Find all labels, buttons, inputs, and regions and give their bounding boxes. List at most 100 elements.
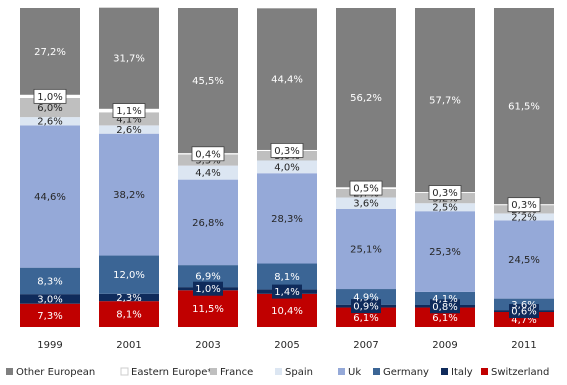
value-label: 8,1% [274,272,299,283]
value-label: 0,8% [432,302,457,313]
value-label: 56,2% [350,93,382,104]
value-label: 26,8% [192,218,224,229]
label-box [112,103,146,118]
bar-segment [257,173,317,264]
bar-segment [494,8,554,205]
value-label: 8,3% [37,276,62,287]
value-label: 1,0% [37,92,62,103]
legend-label: France [220,367,253,378]
value-label: 25,3% [429,247,461,258]
value-label: 2,6% [116,125,141,136]
legend-label: Other European [16,367,95,378]
bar-segment [20,125,80,268]
legend-label: Germany [383,367,429,378]
bar-segment [99,293,159,302]
value-label: 57,7% [429,96,461,107]
label-box [270,143,304,158]
label-box [509,304,539,319]
value-label: 2,5% [432,203,457,214]
legend-swatch [120,367,129,376]
value-label: 0,3% [511,200,536,211]
bar-segment [20,303,80,327]
bar-segment [415,203,475,212]
legend-swatch [338,368,345,375]
value-label: 1,0% [195,284,220,295]
value-label: 28,3% [271,214,303,225]
legend-label: Italy [451,367,473,378]
x-tick-label: 1999 [37,340,62,351]
value-label: 10,4% [271,306,303,317]
value-label: 24,5% [508,255,540,266]
legend-swatch [210,368,217,375]
value-label: 0,6% [511,307,536,318]
bar-segment [415,8,475,193]
label-box [430,299,460,314]
value-label: 2,6% [37,117,62,128]
bar-segment [494,220,554,299]
value-label: 0,3% [432,188,457,199]
label-box [428,185,462,200]
legend-label: Spain [285,367,313,378]
legend-swatch [481,368,488,375]
value-label: 0,5% [353,184,378,195]
value-label: 44,4% [271,75,303,86]
value-label: 2,3% [116,293,141,304]
bar-segment [99,7,159,109]
bar-segment [257,8,317,150]
value-label: 11,5% [192,304,224,315]
x-tick-label: 2009 [432,340,457,351]
value-label: 4,1% [116,114,141,125]
x-tick-label: 2003 [195,340,220,351]
legend-label: Switzerland [491,367,549,378]
bar-segment [494,213,554,221]
x-tick-label: 2011 [511,340,536,351]
value-label: 12,0% [113,270,145,281]
bar-segment [257,160,317,174]
value-label: 4,0% [274,162,299,173]
legend-swatch [6,368,13,375]
bar-segment [336,197,396,209]
bar-segment [178,8,238,154]
legend-label: Uk [348,367,361,378]
x-tick-label: 2007 [353,340,378,351]
value-label: 4,4% [195,168,220,179]
value-label: 38,2% [113,190,145,201]
x-tick-label: 2005 [274,340,299,351]
bar-segment [99,125,159,134]
value-label: 0,4% [195,149,220,160]
value-label: 2,2% [511,212,536,223]
label-box [193,281,223,296]
value-label: 3,0% [37,294,62,305]
value-label: 3,6% [511,300,536,311]
value-label: 6,1% [353,313,378,324]
label-box [351,299,381,314]
value-label: 4,1% [432,294,457,305]
value-label: 27,2% [34,47,66,58]
bar-segment [20,267,80,295]
bar-segment [20,117,80,126]
value-label: 4,7% [511,315,536,326]
value-label: 7,3% [37,311,62,322]
label-box [33,88,67,104]
value-label: 1,4% [274,287,299,298]
bar-segment [178,179,238,266]
bar-segment [257,293,317,327]
bar-segment [178,265,238,288]
legend-label: Eastern Europe* [131,367,212,378]
bar-segment [99,133,159,256]
bar-segment [178,165,238,180]
value-label: 3,6% [353,199,378,210]
legend-swatch [275,368,282,375]
label-box [191,146,225,162]
bar-segment [336,8,396,188]
bar-segment [99,255,159,294]
value-label: 25,1% [350,245,382,256]
bar-segment [415,211,475,292]
x-tick-label: 2001 [116,340,141,351]
bar-segment [20,294,80,304]
label-box [507,197,541,213]
label-box [272,284,302,299]
value-label: 31,7% [113,54,145,65]
value-label: 6,9% [195,272,220,283]
